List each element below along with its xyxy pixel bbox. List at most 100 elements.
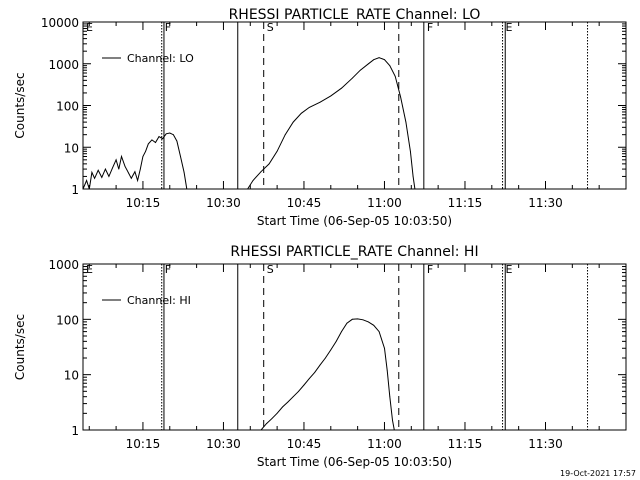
data-point — [180, 156, 181, 157]
data-point — [298, 390, 299, 392]
data-point — [362, 319, 364, 321]
event-marker-label: F — [165, 21, 171, 34]
x-tick-label: 10:15 — [126, 196, 161, 210]
data-point — [389, 396, 391, 398]
event-marker-label: E — [506, 263, 513, 276]
data-point — [169, 132, 171, 134]
x-tick-label: 10:45 — [287, 196, 322, 210]
x-tick-label: 10:30 — [206, 437, 241, 451]
data-point — [97, 169, 99, 171]
data-point — [82, 188, 84, 190]
data-point — [128, 172, 130, 174]
x-tick-label: 11:00 — [367, 437, 402, 451]
x-tick-label: 11:30 — [528, 196, 563, 210]
x-tick-label: 11:15 — [448, 196, 483, 210]
data-point — [252, 180, 254, 181]
event-marker-label: E — [86, 263, 93, 276]
data-point — [105, 168, 106, 170]
series-line — [82, 132, 188, 190]
x-axis-label: Start Time (06-Sep-05 10:03:50) — [257, 455, 452, 469]
x-axis-label: Start Time (06-Sep-05 10:03:50) — [257, 214, 452, 228]
data-point — [124, 165, 126, 167]
data-point — [394, 75, 396, 77]
footer-date: 19-Oct-2021 17:57 — [560, 469, 636, 478]
x-tick-label: 10:30 — [206, 196, 241, 210]
legend-label: Channel: HI — [127, 294, 191, 307]
data-point — [319, 101, 321, 103]
plot-frame — [82, 263, 627, 431]
data-point — [373, 324, 375, 326]
data-point — [393, 429, 395, 431]
data-point — [276, 412, 278, 414]
data-point — [88, 188, 90, 190]
x-tick-label: 10:45 — [287, 437, 322, 451]
chart-title: RHESSI PARTICLE_RATE Channel: LO — [229, 7, 481, 23]
data-point — [247, 188, 249, 190]
x-tick-label: 11:00 — [367, 196, 402, 210]
data-point — [330, 349, 332, 351]
data-point — [139, 168, 141, 170]
legend-label: Channel: LO — [127, 52, 194, 65]
data-point — [325, 357, 326, 359]
event-marker-label: F — [427, 263, 433, 276]
data-point — [91, 172, 93, 173]
data-point — [392, 419, 393, 421]
series-line — [247, 57, 416, 190]
chart-title: RHESSI PARTICLE_RATE Channel: HI — [230, 244, 478, 260]
y-tick-label: 10 — [64, 369, 79, 383]
data-point — [378, 331, 380, 332]
y-tick-label: 1000 — [48, 258, 79, 272]
data-point — [142, 156, 144, 157]
data-point — [118, 168, 120, 170]
data-point — [284, 134, 286, 136]
y-axis-label: Counts/sec — [13, 314, 27, 380]
data-point — [268, 163, 270, 165]
data-point — [287, 401, 289, 403]
data-point — [145, 150, 147, 152]
data-point — [351, 77, 353, 79]
x-tick-label: 11:30 — [528, 437, 563, 451]
data-point — [112, 167, 113, 169]
data-point — [308, 107, 310, 108]
data-point — [341, 87, 342, 89]
data-point — [173, 134, 174, 136]
data-point — [292, 121, 294, 123]
data-point — [373, 59, 375, 61]
event-marker-label: E — [506, 21, 513, 34]
data-point — [400, 96, 401, 98]
data-point — [162, 138, 164, 140]
data-point — [412, 176, 414, 177]
data-point — [271, 418, 273, 420]
y-axis-label: Counts/sec — [13, 72, 27, 138]
data-point — [386, 369, 388, 371]
data-point — [260, 171, 262, 173]
y-tick-label: 10000 — [41, 16, 79, 30]
data-point — [176, 140, 178, 142]
data-point — [314, 372, 316, 373]
y-tick-label: 100 — [56, 313, 79, 327]
y-tick-label: 10 — [64, 141, 79, 155]
event-marker-label: F — [165, 263, 171, 276]
hi-channel-panel: RHESSI PARTICLE_RATE Channel: HI 1 10 100 10… — [13, 244, 627, 469]
y-tick-label: 1000 — [48, 58, 79, 72]
x-tick-label: 11:15 — [448, 437, 483, 451]
data-point — [155, 142, 156, 143]
y-tick-label: 1 — [71, 424, 79, 438]
event-marker-label: S — [267, 263, 274, 276]
x-tick-label: 10:15 — [126, 437, 161, 451]
data-point — [405, 121, 407, 123]
data-point — [151, 139, 153, 141]
data-point — [389, 65, 391, 67]
data-point — [121, 156, 122, 157]
data-point — [276, 150, 278, 152]
data-point — [319, 364, 321, 366]
data-point — [300, 112, 302, 114]
lo-channel-panel: RHESSI PARTICLE_RATE Channel: LO 1 10 100 10… — [13, 7, 627, 228]
data-point — [137, 180, 139, 181]
data-point — [357, 318, 358, 320]
data-point — [282, 406, 283, 408]
data-point — [86, 180, 87, 181]
data-point — [368, 321, 369, 323]
